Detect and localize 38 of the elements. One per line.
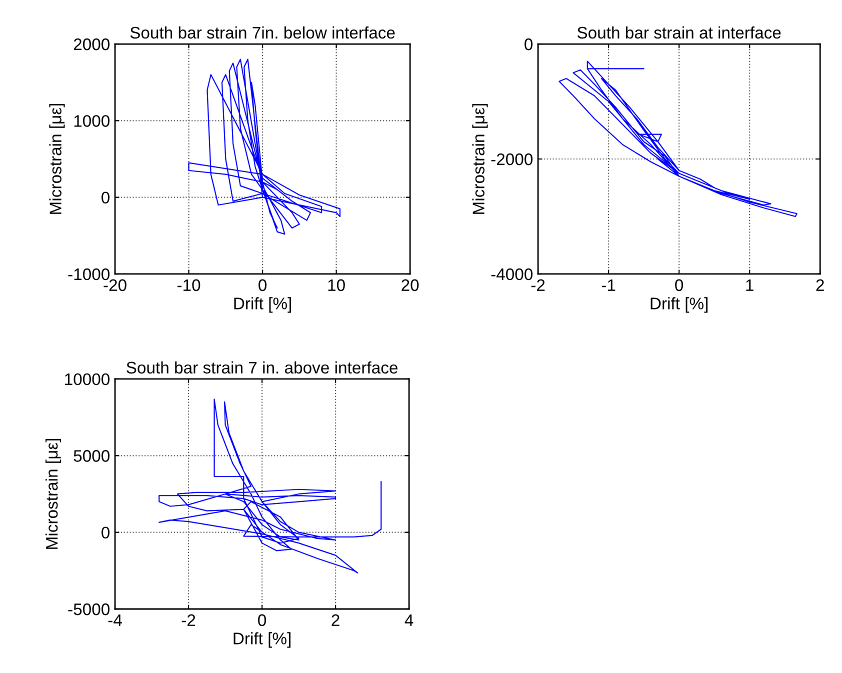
x-tick-label: 0 xyxy=(258,614,266,626)
x-tick-label: -1 xyxy=(602,279,616,291)
x-axis-title: Drift [%] xyxy=(234,632,290,648)
line-series xyxy=(158,398,382,574)
x-tick-label: -10 xyxy=(177,279,200,292)
y-tick-label: 5000 xyxy=(74,450,110,462)
y-tick-label: -1000 xyxy=(68,268,110,280)
y-axis-title: Microstrain [με] xyxy=(46,438,62,549)
chart-title: South bar strain 7in. below interface xyxy=(130,26,395,39)
y-tick-label: -2000 xyxy=(491,153,533,166)
y-tick-label: 10000 xyxy=(65,373,110,386)
x-tick-label: -2 xyxy=(182,614,196,626)
y-axis-title: Microstrain [με] xyxy=(472,104,488,214)
x-tick-label: 0 xyxy=(258,279,267,292)
x-tick-label: -4 xyxy=(108,614,122,626)
line-series xyxy=(188,58,341,235)
x-tick-label: -20 xyxy=(104,279,126,292)
y-axis-title: Microstrain [με] xyxy=(49,104,65,214)
chart-title: South bar strain 7 in. above interface xyxy=(126,361,398,374)
y-tick-label: -4000 xyxy=(491,268,533,280)
line-series xyxy=(558,60,798,218)
y-tick-label: 0 xyxy=(102,526,110,539)
x-axis-title: Drift [%] xyxy=(234,297,291,313)
y-tick-label: 0 xyxy=(102,192,110,204)
y-tick-label: -5000 xyxy=(68,603,110,616)
chart-title: South bar strain at interface xyxy=(577,26,781,39)
x-tick-label: -2 xyxy=(531,279,545,291)
y-tick-label: 1000 xyxy=(74,115,110,127)
y-tick-label: 2000 xyxy=(74,38,110,50)
x-tick-label: 2 xyxy=(816,279,824,291)
y-tick-label: 0 xyxy=(524,38,533,50)
x-tick-label: 20 xyxy=(402,279,419,292)
x-tick-label: 0 xyxy=(675,279,684,292)
x-tick-label: 10 xyxy=(328,279,345,292)
x-axis-title: Drift [%] xyxy=(650,297,708,313)
x-tick-label: 1 xyxy=(746,279,754,291)
x-tick-label: 4 xyxy=(404,614,414,626)
x-tick-label: 2 xyxy=(332,614,340,626)
